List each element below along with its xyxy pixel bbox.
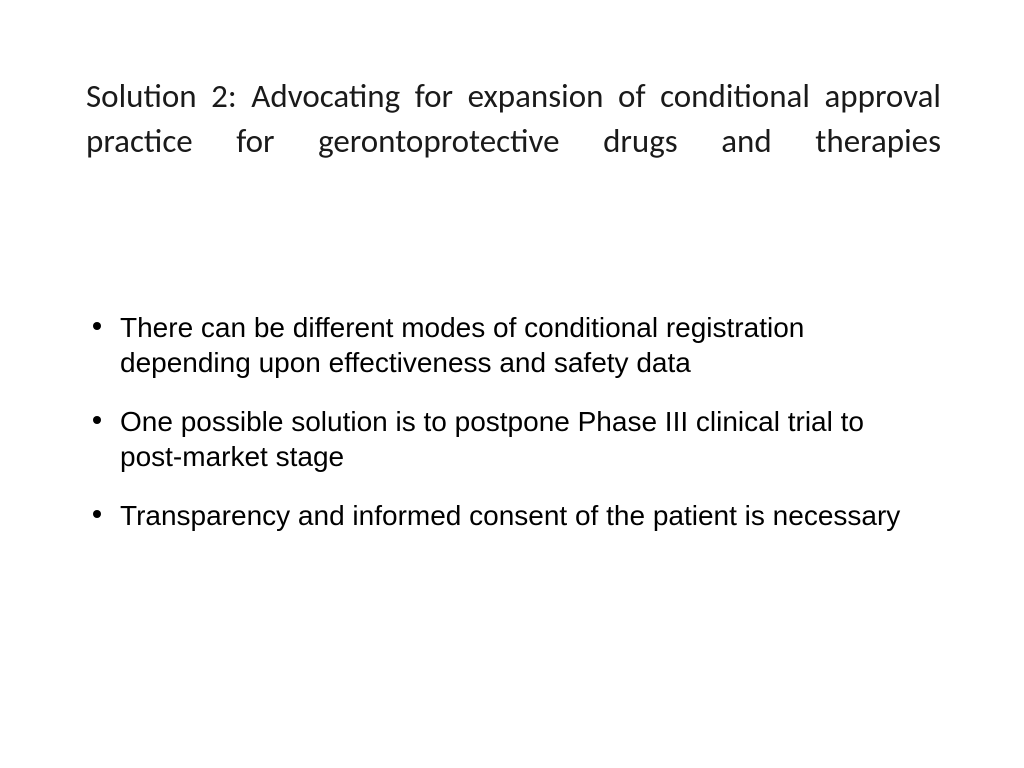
slide-title: Solution 2: Advocating for expansion of … (86, 74, 941, 163)
bullet-list: There can be different modes of conditio… (90, 310, 930, 557)
list-item: There can be different modes of conditio… (90, 310, 930, 380)
slide: Solution 2: Advocating for expansion of … (0, 0, 1024, 768)
list-item: One possible solution is to postpone Pha… (90, 404, 930, 474)
list-item: Transparency and informed consent of the… (90, 498, 930, 533)
